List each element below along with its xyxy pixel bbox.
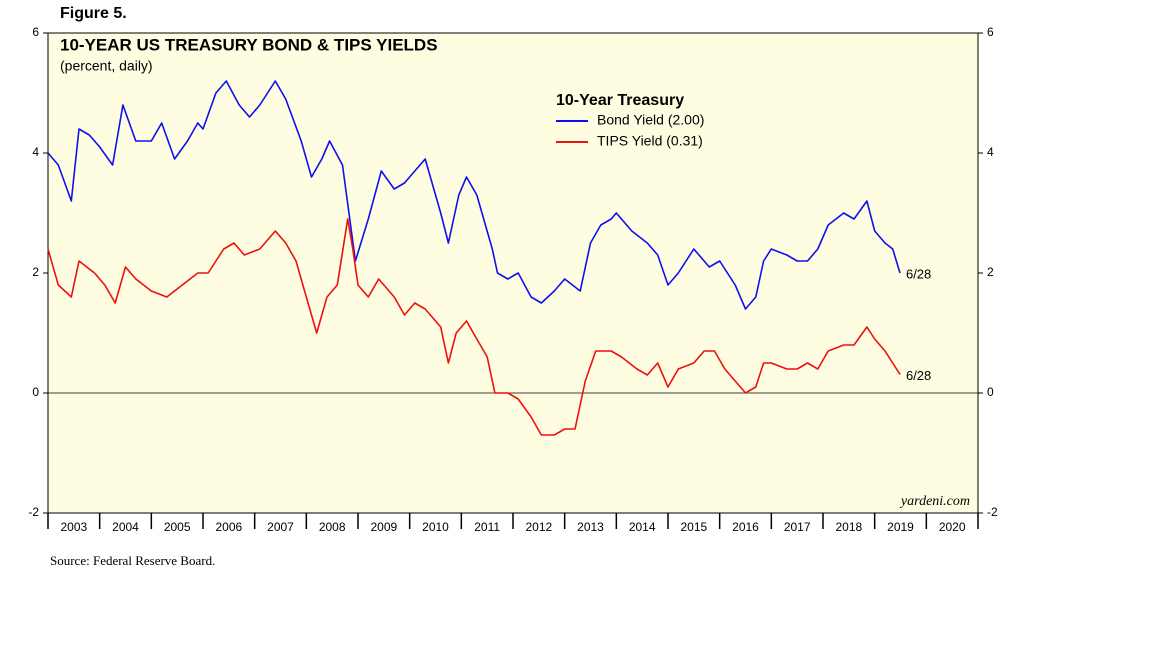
y-tick-label: 2 [32, 265, 39, 279]
y2-tick-label: 4 [987, 145, 994, 159]
x-tick-label: 2007 [267, 520, 294, 534]
legend-label: TIPS Yield (0.31) [597, 133, 703, 149]
plot-area [47, 32, 979, 514]
x-tick-label: 2013 [577, 520, 604, 534]
legend-title: 10-Year Treasury [556, 92, 684, 109]
x-tick-label: 2003 [60, 520, 87, 534]
y2-tick-label: 6 [987, 25, 994, 39]
x-tick-label: 2008 [319, 520, 346, 534]
y2-tick-label: 2 [987, 265, 994, 279]
source-note: Source: Federal Reserve Board. [50, 553, 215, 568]
x-tick-label: 2011 [474, 520, 500, 534]
x-tick-label: 2014 [629, 520, 656, 534]
figure-label: Figure 5. [60, 5, 127, 22]
legend-label: Bond Yield (2.00) [597, 112, 704, 128]
x-tick-label: 2019 [887, 520, 914, 534]
x-tick-label: 2012 [525, 520, 552, 534]
end-label: 6/28 [906, 266, 931, 281]
x-tick-label: 2009 [370, 520, 397, 534]
y2-tick-label: -2 [987, 505, 998, 519]
y-tick-label: 6 [32, 25, 39, 39]
x-tick-label: 2006 [215, 520, 242, 534]
y2-tick-label: 0 [987, 385, 994, 399]
y-tick-label: 0 [32, 385, 39, 399]
x-tick-label: 2016 [732, 520, 759, 534]
x-tick-label: 2020 [939, 520, 966, 534]
chart-title: 10-YEAR US TREASURY BOND & TIPS YIELDS [60, 35, 438, 54]
x-tick-label: 2017 [784, 520, 811, 534]
x-tick-label: 2004 [112, 520, 139, 534]
end-label: 6/28 [906, 368, 931, 383]
chart-subtitle: (percent, daily) [60, 58, 153, 74]
x-tick-label: 2010 [422, 520, 449, 534]
watermark: yardeni.com [899, 494, 970, 509]
x-tick-label: 2005 [164, 520, 191, 534]
x-tick-label: 2018 [835, 520, 862, 534]
y-tick-label: -2 [28, 505, 39, 519]
y-tick-label: 4 [32, 145, 39, 159]
data-line [47, 80, 901, 310]
x-tick-label: 2015 [680, 520, 707, 534]
data-line [47, 218, 901, 436]
